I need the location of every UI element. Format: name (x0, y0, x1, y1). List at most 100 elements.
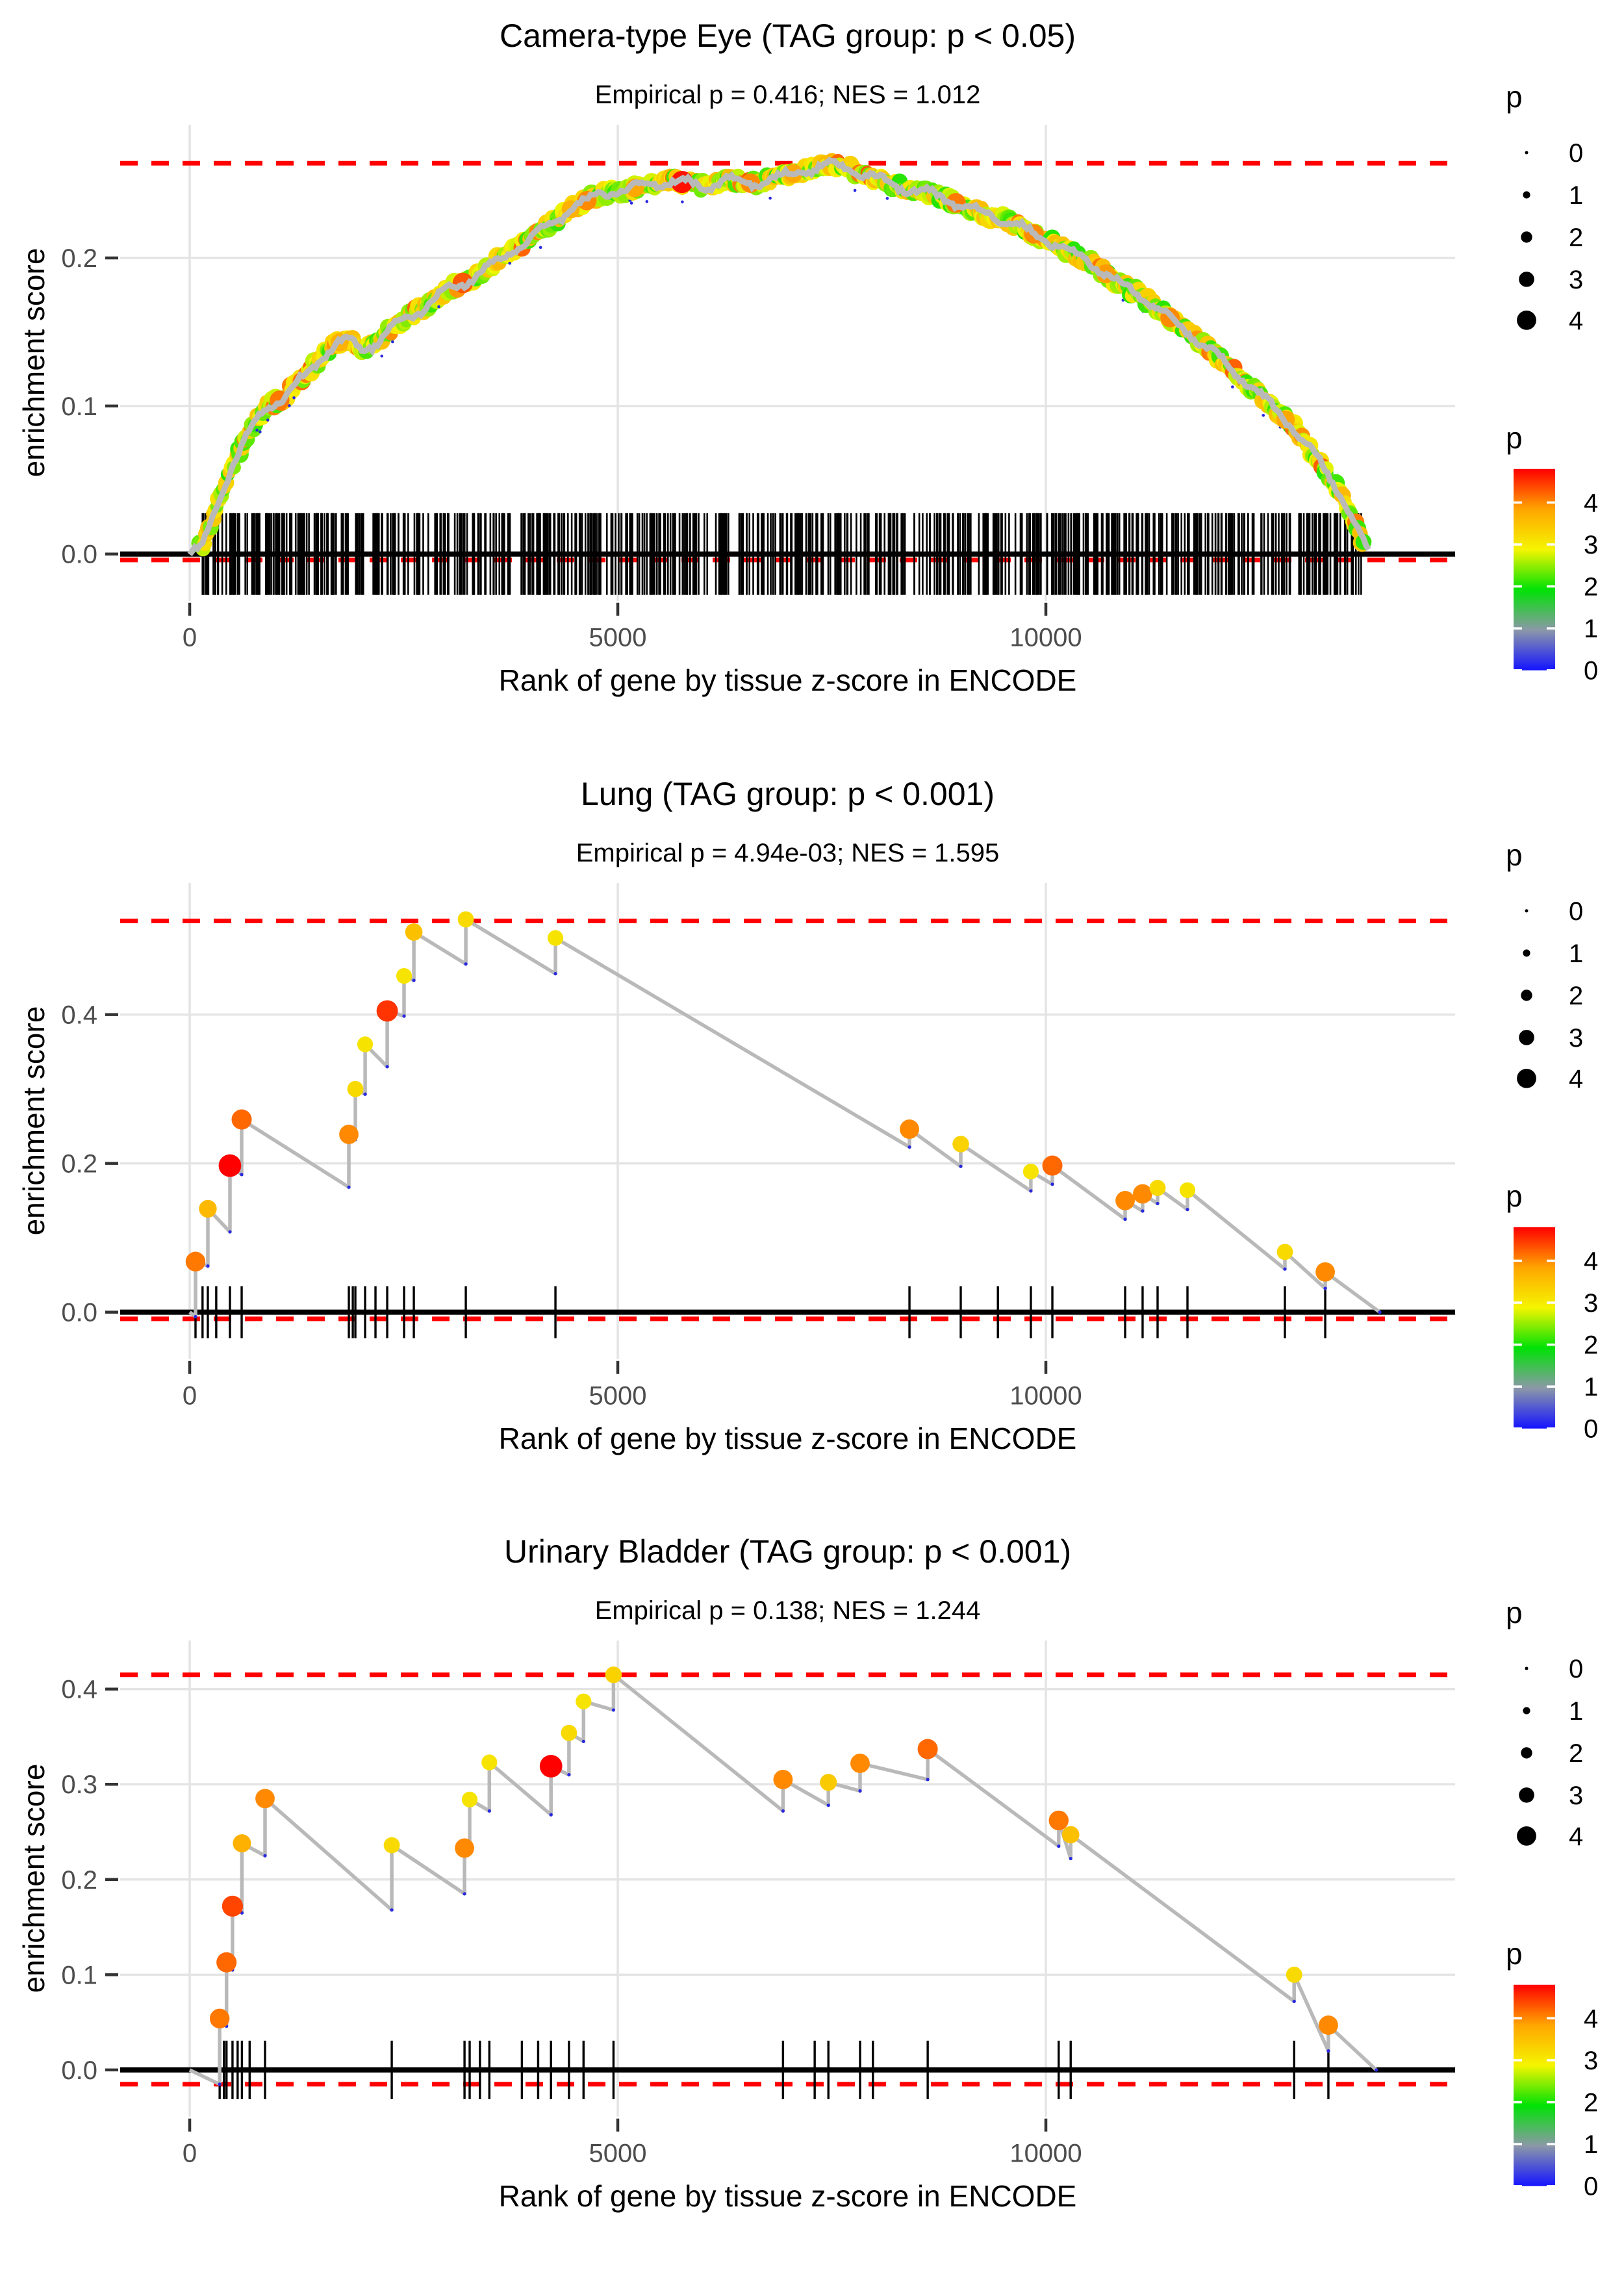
hit-point (576, 1693, 592, 1710)
color-legend-label: 1 (1584, 1373, 1598, 1401)
color-legend-label: 3 (1584, 1289, 1598, 1318)
x-tick-label: 0 (183, 2140, 197, 2168)
size-legend: p 0 1 2 3 4 (1506, 80, 1583, 335)
size-legend-label: 0 (1569, 139, 1583, 168)
hit-point (185, 1251, 206, 1271)
size-legend-title: p (1506, 80, 1523, 114)
panel-title: Lung (TAG group: p < 0.001) (581, 775, 995, 812)
y-tick-label: 0.2 (61, 1866, 97, 1895)
axes: 0 5000 10000 0.0 0.1 0.2 (61, 244, 1082, 652)
size-legend-label: 2 (1569, 982, 1583, 1010)
hit-point (347, 1080, 364, 1097)
running-score-line (187, 157, 1371, 557)
size-legend-label: 1 (1569, 1697, 1583, 1726)
panel-camera-type-eye: Camera-type Eye (TAG group: p < 0.05) Em… (0, 0, 1624, 758)
hit-point (547, 930, 564, 946)
panel-subtitle: Empirical p = 0.138; NES = 1.244 (594, 1596, 981, 1626)
hit-point (461, 1791, 478, 1808)
size-legend-key (1525, 909, 1529, 913)
size-legend-title: p (1506, 1596, 1523, 1629)
size-legend-label: 3 (1569, 1024, 1583, 1053)
color-legend-label: 2 (1584, 1331, 1598, 1359)
x-axis-title: Rank of gene by tissue z-score in ENCODE (498, 2179, 1077, 2214)
valley-points (194, 962, 1382, 1318)
y-tick-label: 0.0 (61, 1298, 97, 1327)
hit-point (1276, 1244, 1293, 1260)
hit-point (255, 1789, 275, 1809)
color-legend-title: p (1506, 1179, 1523, 1212)
color-legend-label: 0 (1584, 657, 1598, 685)
color-legend-label: 4 (1584, 489, 1598, 517)
size-legend-key (1517, 310, 1536, 330)
color-legend-label: 0 (1584, 1414, 1598, 1443)
running-score (188, 1667, 1378, 2087)
size-legend-label: 4 (1569, 1065, 1583, 1093)
x-tick-label: 0 (183, 624, 197, 652)
hit-point (539, 1755, 563, 1778)
size-legend-label: 1 (1569, 939, 1583, 968)
gridlines (120, 882, 1455, 1359)
size-legend-key (1521, 989, 1532, 1001)
hit-point (1042, 1155, 1063, 1176)
size-legend-key (1519, 272, 1534, 287)
hit-point (1179, 1182, 1196, 1198)
size-legend-label: 4 (1569, 307, 1583, 335)
x-tick-label: 5000 (589, 2140, 647, 2168)
hit-point (405, 923, 423, 941)
size-legend-label: 0 (1569, 897, 1583, 926)
x-tick-label: 5000 (589, 1381, 647, 1410)
panel-subtitle: Empirical p = 0.416; NES = 1.012 (594, 81, 981, 109)
hit-point (218, 1154, 242, 1177)
hit-point (1061, 1826, 1080, 1844)
plot-canvas-camera-type-eye: 0 5000 10000 0.0 0.1 0.2 p 0 1 2 3 4 p 4 3 2 1 0 (61, 80, 1598, 685)
size-legend-key (1523, 1707, 1530, 1715)
size-legend-key (1521, 231, 1532, 243)
hit-point (357, 1036, 374, 1053)
plot-canvas-urinary-bladder: 0 5000 10000 0.0 0.1 0.2 0.3 0.4 p 0 1 2 3 4 p 4 3 2 1 0 (61, 1596, 1598, 2201)
running-score (187, 153, 1372, 557)
color-legend-title: p (1506, 421, 1523, 455)
y-tick-label: 0.2 (61, 244, 97, 273)
y-tick-label: 0.4 (61, 1001, 97, 1029)
colorbar (1514, 1985, 1555, 2187)
panel-urinary-bladder: Urinary Bladder (TAG group: p < 0.001) E… (0, 1516, 1624, 2274)
hit-point (605, 1667, 622, 1683)
x-tick-label: 10000 (1009, 2140, 1082, 2168)
y-tick-label: 0.1 (61, 1961, 97, 1990)
hit-point (233, 1834, 251, 1853)
hit-point (1022, 1163, 1039, 1179)
hit-point (199, 1199, 217, 1218)
axes: 0 5000 10000 0.0 0.1 0.2 0.3 0.4 (61, 1676, 1082, 2168)
hit-point (209, 2008, 230, 2029)
x-tick-label: 10000 (1009, 1381, 1082, 1410)
x-tick-label: 10000 (1009, 624, 1082, 652)
panel-subtitle: Empirical p = 4.94e-03; NES = 1.595 (576, 838, 1000, 867)
hit-point (216, 1952, 237, 1973)
size-legend-key (1519, 1787, 1534, 1804)
panel-lung: Lung (TAG group: p < 0.001) Empirical p … (0, 758, 1624, 1516)
hit-point (1315, 1262, 1335, 1282)
hit-point (1048, 1811, 1069, 1831)
color-legend-label: 3 (1584, 531, 1598, 559)
panel-title: Urinary Bladder (TAG group: p < 0.001) (503, 1533, 1072, 1570)
hit-point (455, 1838, 474, 1858)
colorbar (1514, 468, 1555, 671)
size-legend-label: 4 (1569, 1822, 1583, 1851)
axes: 0 5000 10000 0.0 0.2 0.4 (61, 1001, 1082, 1410)
hit-point (820, 1774, 837, 1791)
hit-point (1319, 2015, 1338, 2036)
colorbar (1514, 1227, 1555, 1429)
y-tick-label: 0.0 (61, 541, 97, 569)
x-tick-label: 5000 (589, 624, 647, 652)
running-score (185, 911, 1382, 1318)
size-legend-label: 2 (1569, 1739, 1583, 1768)
size-legend-label: 1 (1569, 181, 1583, 210)
y-tick-label: 0.3 (61, 1771, 97, 1800)
size-legend-key (1523, 949, 1530, 957)
color-legend-label: 1 (1584, 615, 1598, 643)
y-tick-label: 0.1 (61, 392, 97, 421)
y-tick-label: 0.4 (61, 1676, 97, 1704)
color-legend-label: 2 (1584, 2089, 1598, 2117)
color-legend-title: p (1506, 1937, 1523, 1971)
size-legend-key (1523, 191, 1530, 199)
